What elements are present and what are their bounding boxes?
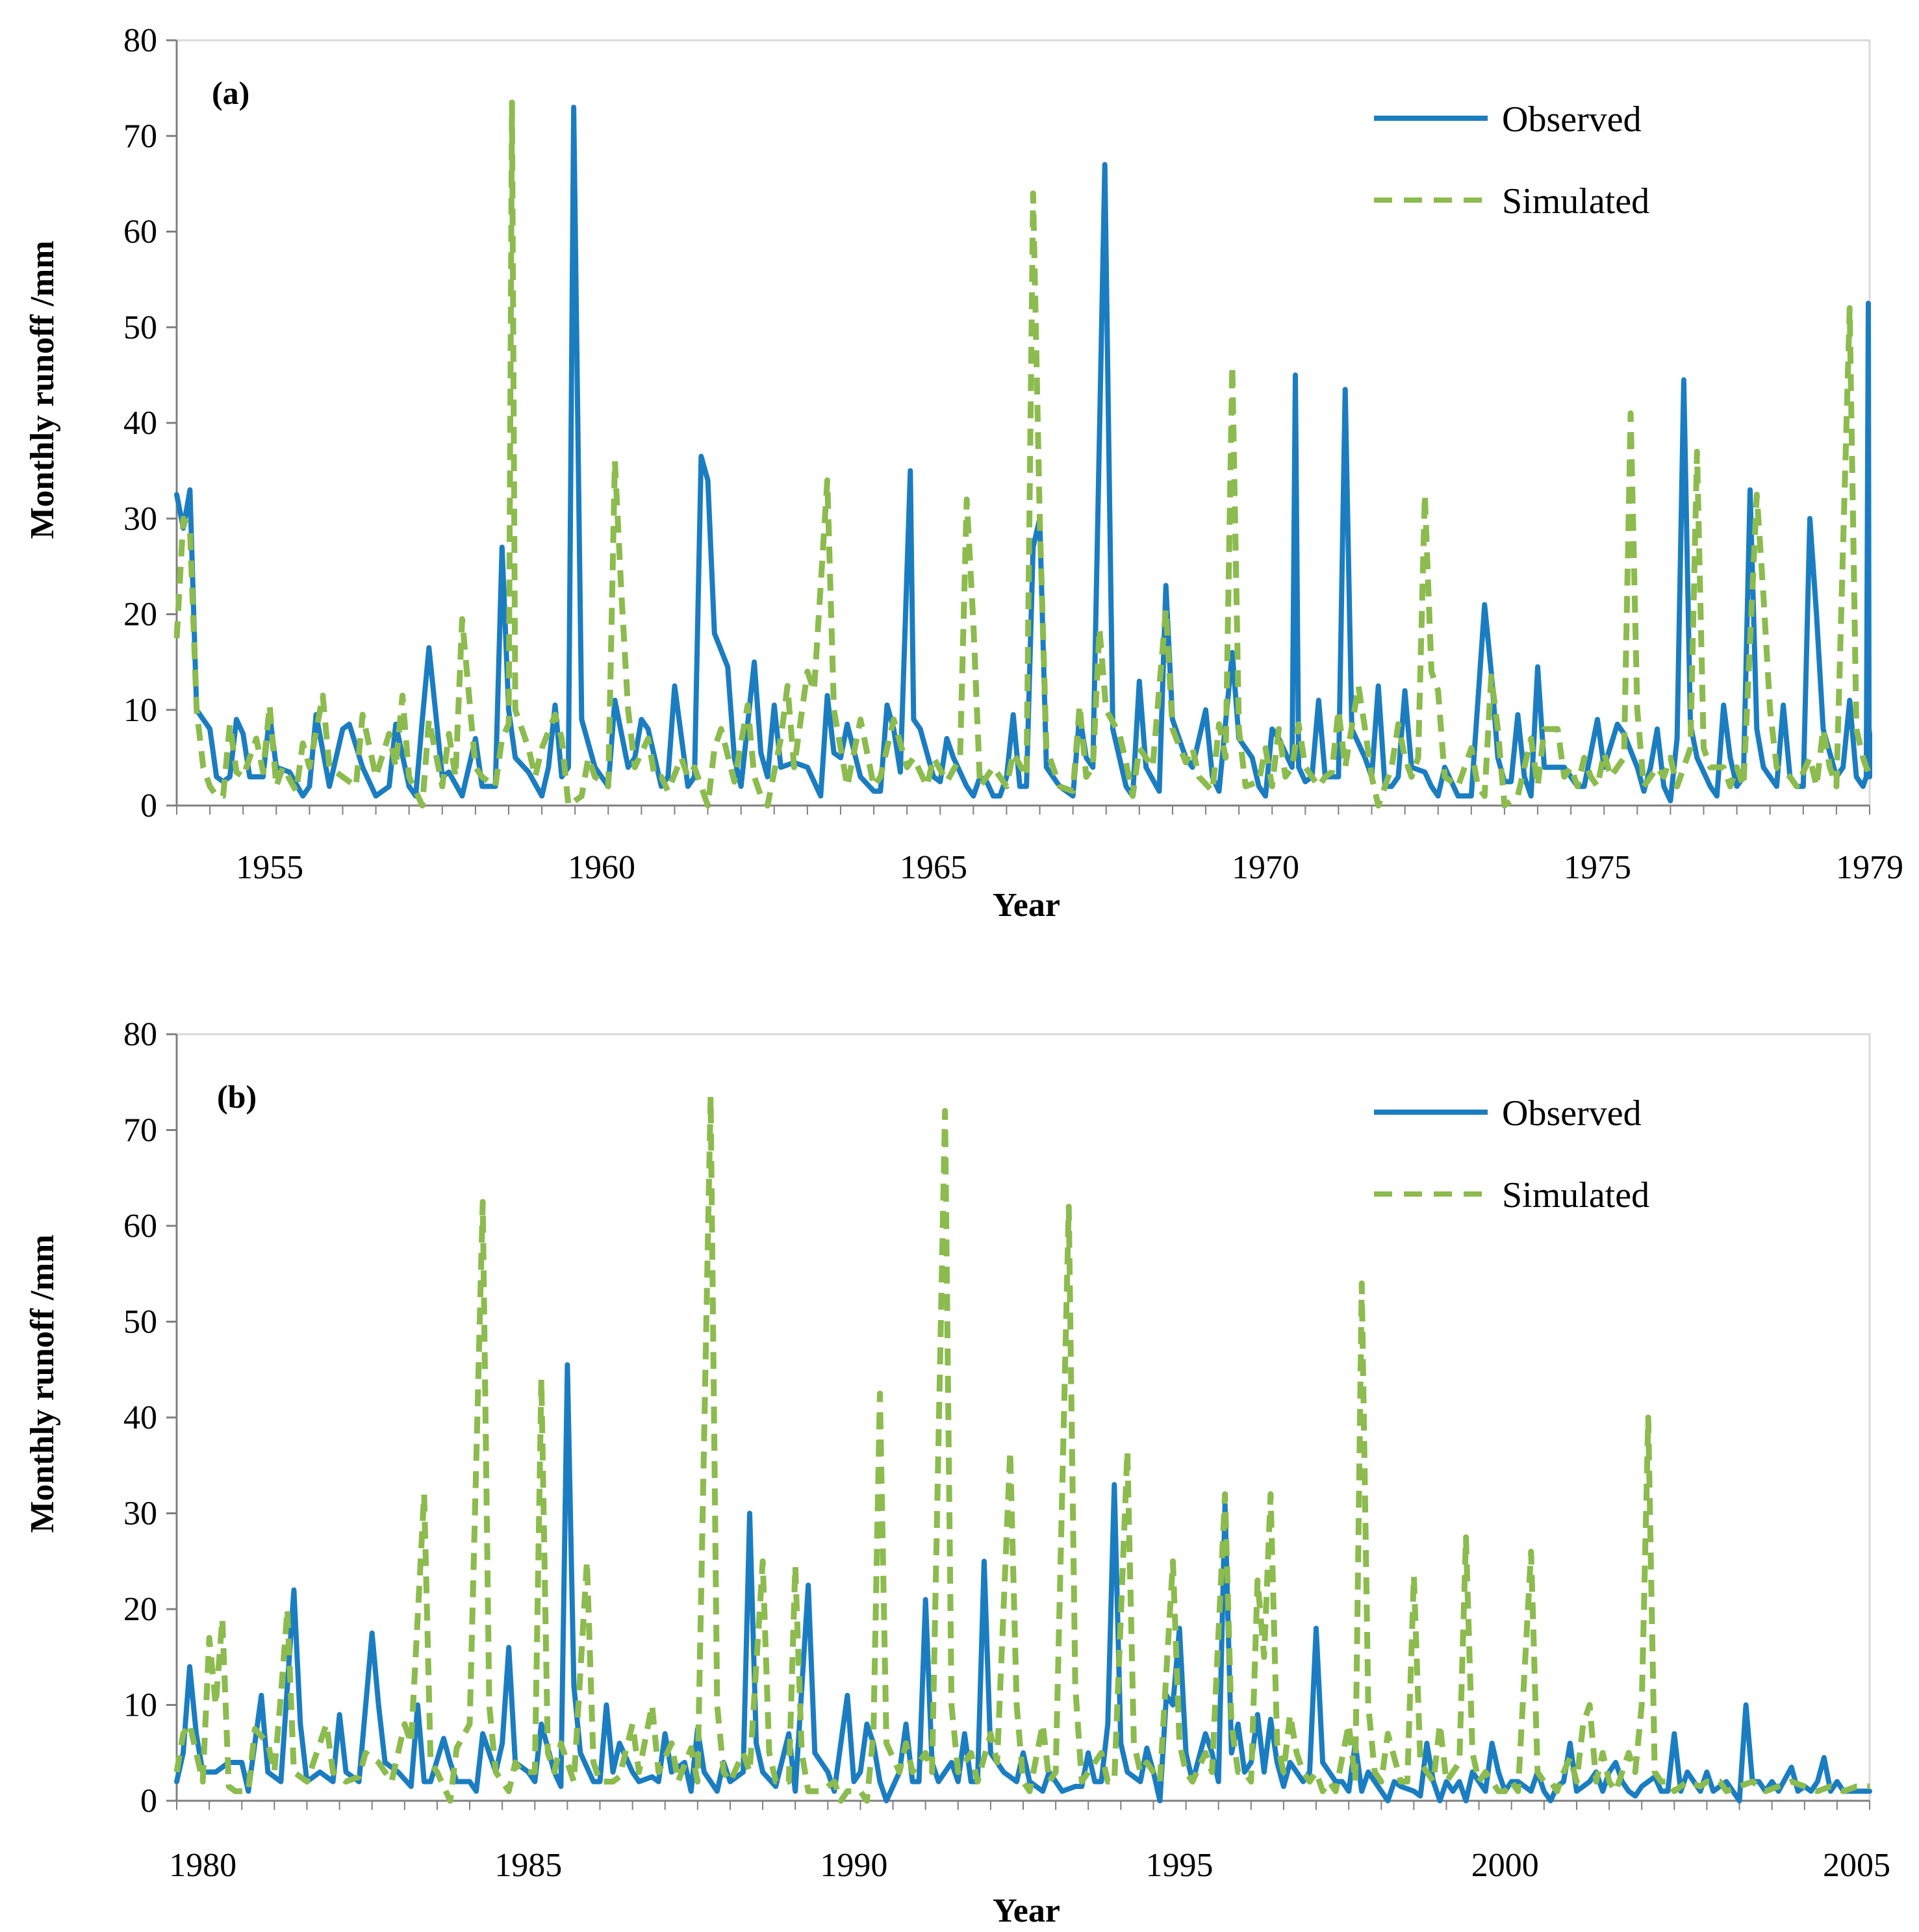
chart-panel-b: (b) Monthly runoff /mm Year 0 10 20 30 40 50 6…: [24, 1016, 1890, 1929]
legend: Observed Simulated: [1374, 1093, 1649, 1215]
y-tick-label: 60: [123, 214, 157, 251]
observed-series-line: [174, 1362, 1872, 1803]
y-tick-label: 70: [123, 1112, 157, 1149]
y-tick-label: 0: [140, 787, 157, 824]
x-axis-title: Year: [993, 1892, 1060, 1929]
y-tick-label: 10: [123, 692, 157, 729]
y-tick-label: 0: [140, 1783, 157, 1820]
x-tick-label: 2005: [1823, 1847, 1890, 1884]
legend-observed-label: Observed: [1502, 99, 1642, 140]
legend-observed-label: Observed: [1502, 1093, 1642, 1134]
x-axis-title: Year: [993, 887, 1060, 924]
y-tick-label: 20: [123, 1591, 157, 1628]
simulated-series-line: [173, 99, 1873, 809]
y-tick-label: 80: [123, 22, 157, 59]
x-tick-label: 1955: [236, 849, 303, 886]
y-tick-label: 40: [123, 405, 157, 442]
x-tick-label: 2000: [1471, 1847, 1539, 1884]
x-tick-label: 1960: [568, 849, 635, 886]
simulated-series-line: [173, 1093, 1870, 1804]
x-tick-label: 1990: [820, 1847, 887, 1884]
y-tick-label: 60: [123, 1208, 157, 1245]
legend-simulated-label: Simulated: [1502, 181, 1649, 222]
x-tick-label: 1965: [900, 849, 967, 886]
y-tick-label: 50: [123, 309, 157, 346]
x-tick-label: 1970: [1232, 849, 1299, 886]
x-tick-label: 1980: [169, 1847, 236, 1884]
legend: Observed Simulated: [1374, 99, 1649, 222]
legend-simulated-label: Simulated: [1502, 1175, 1649, 1215]
x-tick-label: 1975: [1564, 849, 1631, 886]
y-tick-label: 30: [123, 1495, 157, 1532]
x-tick-label: 1979: [1836, 849, 1903, 886]
y-axis-title: Monthly runoff /mm: [24, 240, 61, 539]
y-tick-label: 80: [123, 1016, 157, 1053]
y-tick-label: 20: [123, 596, 157, 633]
y-tick-label: 10: [123, 1687, 157, 1724]
y-axis-title: Monthly runoff /mm: [24, 1234, 61, 1532]
y-tick-label: 70: [123, 118, 157, 155]
plot-area: 0 10 20 30 40 50 60 70 80 1980 1985 1990 1995 2000 200…: [123, 1016, 1890, 1884]
panel-label: (b): [217, 1078, 257, 1115]
chart-panel-a: (a) Monthly runoff /mm Year 0 10 20 30 40 50 6…: [24, 22, 1903, 924]
x-tick-label: 1985: [494, 1847, 562, 1884]
y-tick-label: 30: [123, 500, 157, 537]
x-tick-label: 1995: [1146, 1847, 1214, 1884]
y-tick-label: 40: [123, 1399, 157, 1436]
y-tick-label: 50: [123, 1304, 157, 1341]
panel-label: (a): [212, 75, 249, 111]
plot-area: 0 10 20 30 40 50 60 70 80 1955 1960 1965 1970 1975 197…: [123, 22, 1903, 886]
